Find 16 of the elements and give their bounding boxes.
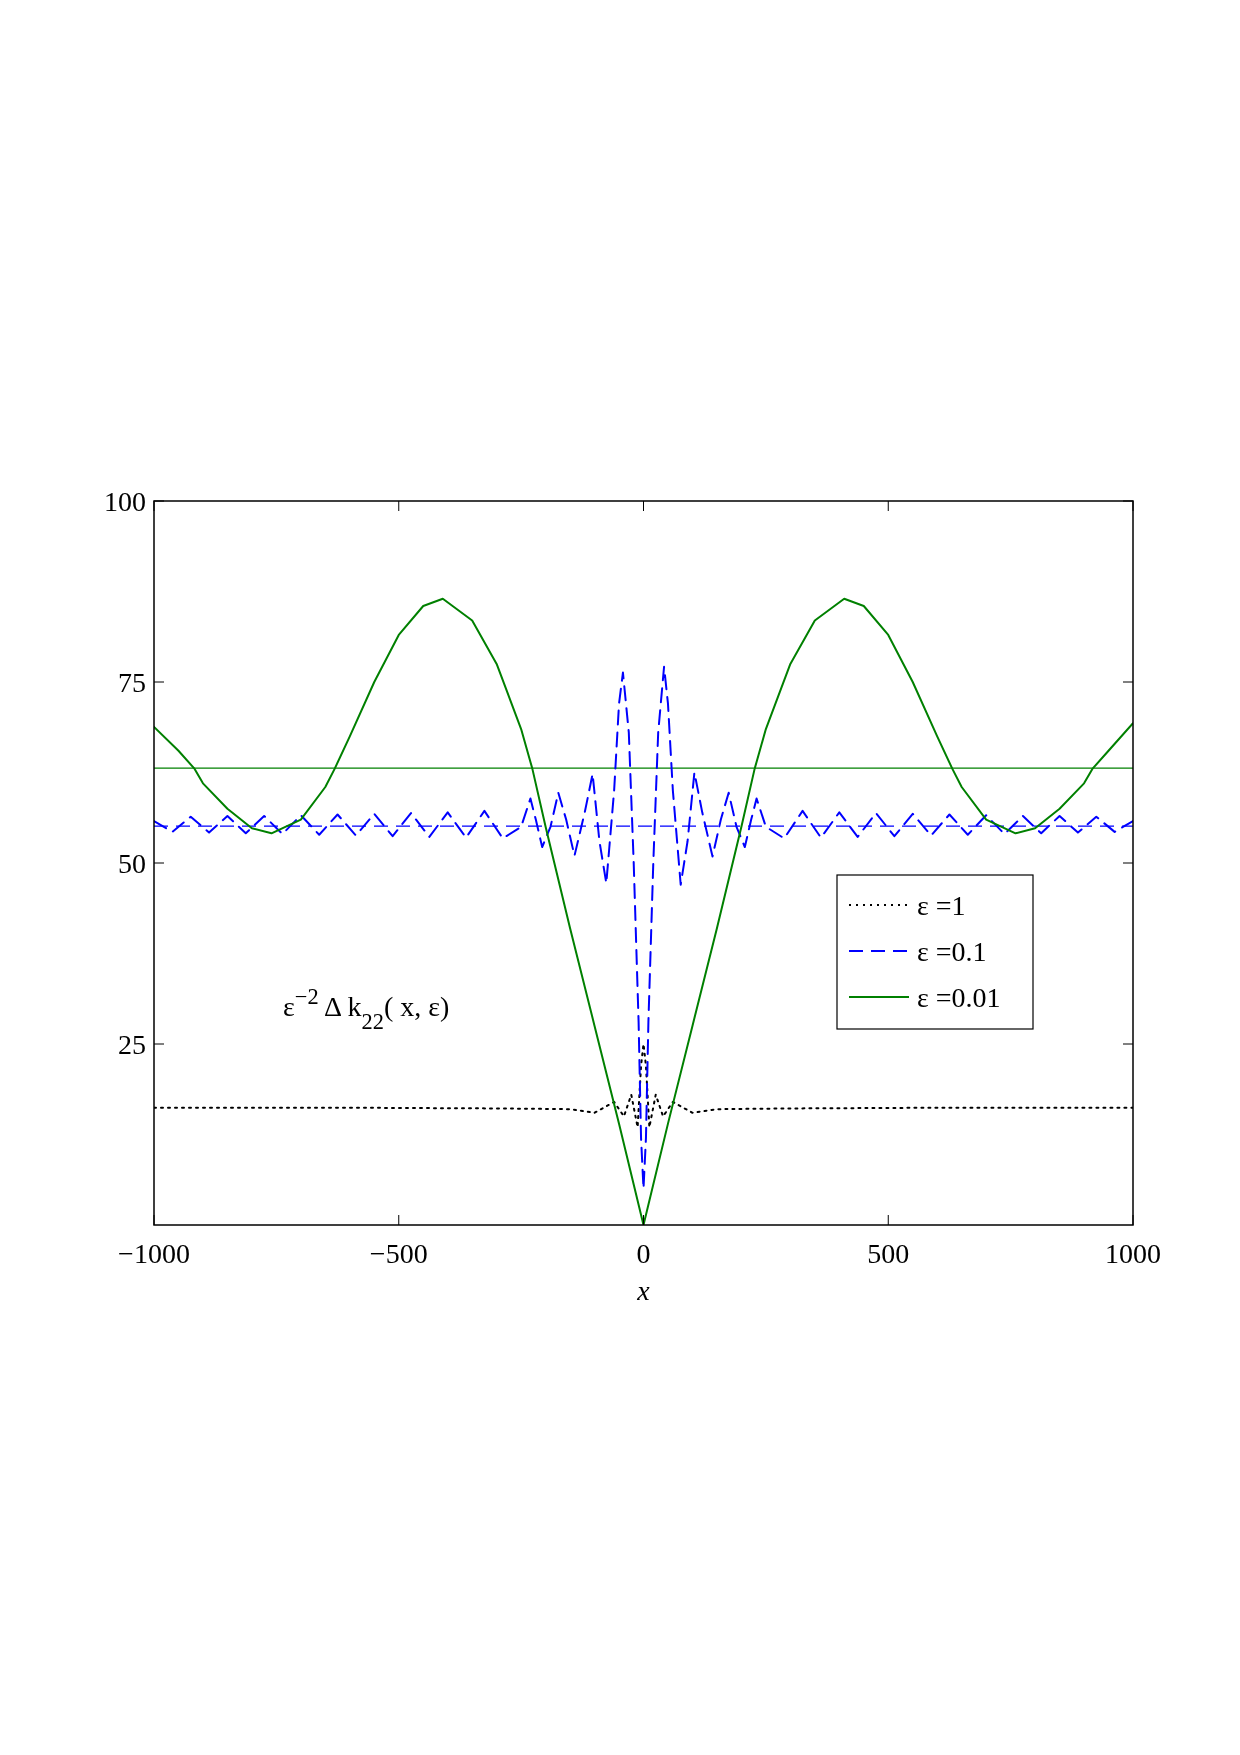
x-tick-label: 0 <box>636 1238 651 1269</box>
legend-label: ε =0.1 <box>917 936 987 967</box>
annotation: ε$^{−2}$ Δ k$_{22}$( x, ε) <box>283 983 450 1034</box>
y-tick-label: 100 <box>104 486 146 517</box>
legend-label: ε =0.01 <box>917 982 1001 1013</box>
line-series <box>154 597 1133 1225</box>
x-tick-label: −1000 <box>118 1238 190 1269</box>
x-tick-label: −500 <box>369 1238 428 1269</box>
x-tick-label: 500 <box>867 1238 910 1269</box>
line-series <box>154 665 1133 1190</box>
x-axis-title: x <box>636 1275 651 1306</box>
y-tick-label: 50 <box>118 848 146 879</box>
y-tick-label: 75 <box>118 667 146 698</box>
x-tick-label: 1000 <box>1105 1238 1161 1269</box>
y-tick-label: 25 <box>118 1029 146 1060</box>
legend-label: ε =1 <box>917 890 966 921</box>
